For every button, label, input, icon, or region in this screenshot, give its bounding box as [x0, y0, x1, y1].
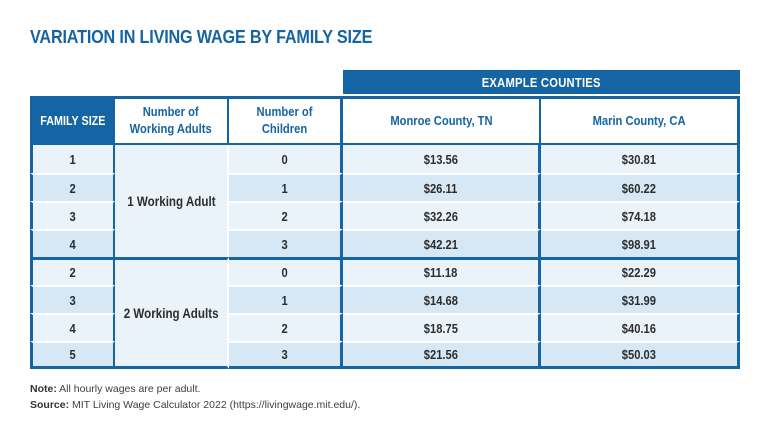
cell-label: $60.22 — [621, 180, 657, 196]
family-size-header-label: FAMILY SIZE — [40, 113, 106, 128]
column-header-working-adults: Number of Working Adults — [115, 96, 229, 145]
cell-family-size: 4 — [30, 229, 115, 257]
cell-label: $42.21 — [423, 236, 458, 252]
cell-label: 0 — [281, 265, 288, 280]
cell-family-size: 2 — [30, 173, 115, 201]
column-header-monroe-county: Monroe County, TN — [343, 96, 541, 145]
header-spacer — [30, 70, 343, 96]
column-header-marin-county: Marin County, CA — [541, 96, 740, 145]
note-line: Note: All hourly wages are per adult. — [30, 381, 360, 397]
cell-children: 0 — [229, 145, 343, 173]
children-header-label: Number of Children — [256, 104, 313, 136]
cell-label: 3 — [281, 347, 288, 362]
cell-family-size: 3 — [30, 201, 115, 229]
cell-label: $40.16 — [621, 320, 657, 336]
cell-label: 4 — [69, 236, 77, 252]
column-header-children: Number of Children — [229, 96, 343, 145]
cell-monroe-wage: $42.21 — [343, 229, 541, 257]
cell-label: $32.26 — [423, 208, 458, 224]
cell-monroe-wage: $26.11 — [343, 173, 541, 201]
cell-label: 2 — [69, 265, 77, 280]
cell-marin-wage: $40.16 — [541, 313, 740, 341]
cell-label: 2 — [281, 320, 288, 336]
cell-monroe-wage: $11.18 — [343, 257, 541, 285]
cell-family-size: 3 — [30, 285, 115, 313]
cell-children: 1 — [229, 173, 343, 201]
cell-label: $14.68 — [423, 292, 458, 308]
footnotes: Note: All hourly wages are per adult. So… — [30, 381, 360, 414]
cell-label: $22.29 — [621, 265, 657, 280]
column-header-family-size: FAMILY SIZE — [30, 96, 115, 145]
example-counties-label: EXAMPLE COUNTIES — [481, 74, 602, 90]
source-line: Source: MIT Living Wage Calculator 2022 … — [30, 397, 360, 413]
cell-label: 5 — [69, 347, 77, 362]
cell-label: 1 — [281, 180, 288, 196]
cell-label: 2 — [281, 208, 288, 224]
example-counties-header: EXAMPLE COUNTIES — [343, 70, 740, 96]
cell-children: 3 — [229, 341, 343, 369]
cell-monroe-wage: $18.75 — [343, 313, 541, 341]
note-label: Note: — [30, 383, 57, 395]
cell-label: $50.03 — [621, 347, 657, 362]
cell-label: 0 — [281, 151, 288, 167]
cell-marin-wage: $30.81 — [541, 145, 740, 173]
cell-label: 1 — [69, 151, 77, 167]
cell-label: $18.75 — [423, 320, 458, 336]
cell-label: $11.18 — [423, 265, 458, 280]
cell-label: $13.56 — [423, 151, 458, 167]
cell-monroe-wage: $14.68 — [343, 285, 541, 313]
living-wage-table: EXAMPLE COUNTIES FAMILY SIZE Number of W… — [30, 70, 740, 369]
cell-label: $31.99 — [621, 292, 657, 308]
cell-label: 4 — [69, 320, 77, 336]
working-adults-header-label: Number of Working Adults — [130, 104, 212, 136]
cell-label: 2 — [69, 180, 77, 196]
cell-label: $26.11 — [423, 180, 458, 196]
cell-monroe-wage: $13.56 — [343, 145, 541, 173]
cell-marin-wage: $74.18 — [541, 201, 740, 229]
source-text: MIT Living Wage Calculator 2022 (https:/… — [69, 399, 361, 412]
cell-family-size: 4 — [30, 313, 115, 341]
marin-county-header-label: Marin County, CA — [592, 112, 686, 128]
cell-label: 2 Working Adults — [123, 305, 219, 321]
cell-family-size: 5 — [30, 341, 115, 369]
cell-label: 1 Working Adult — [126, 193, 216, 209]
cell-marin-wage: $31.99 — [541, 285, 740, 313]
cell-label: 3 — [281, 236, 288, 252]
cell-children: 3 — [229, 229, 343, 257]
cell-family-size: 1 — [30, 145, 115, 173]
cell-label: 3 — [69, 292, 77, 308]
monroe-county-header-label: Monroe County, TN — [389, 112, 493, 128]
cell-working-adults: 1 Working Adult — [115, 145, 229, 257]
cell-marin-wage: $60.22 — [541, 173, 740, 201]
cell-marin-wage: $98.91 — [541, 229, 740, 257]
cell-monroe-wage: $21.56 — [343, 341, 541, 369]
cell-marin-wage: $22.29 — [541, 257, 740, 285]
cell-label: 1 — [281, 292, 288, 308]
cell-label: $98.91 — [621, 236, 657, 252]
cell-children: 1 — [229, 285, 343, 313]
page-title: VARIATION IN LIVING WAGE BY FAMILY SIZE — [30, 27, 373, 47]
cell-marin-wage: $50.03 — [541, 341, 740, 369]
note-text: All hourly wages are per adult. — [56, 383, 201, 395]
cell-family-size: 2 — [30, 257, 115, 285]
cell-label: $21.56 — [423, 347, 458, 362]
cell-children: 2 — [229, 201, 343, 229]
cell-label: 3 — [69, 208, 77, 224]
cell-children: 2 — [229, 313, 343, 341]
cell-working-adults: 2 Working Adults — [115, 257, 229, 369]
cell-monroe-wage: $32.26 — [343, 201, 541, 229]
cell-children: 0 — [229, 257, 343, 285]
cell-label: $74.18 — [621, 208, 657, 224]
source-label: Source: — [30, 399, 70, 412]
cell-label: $30.81 — [621, 151, 657, 167]
